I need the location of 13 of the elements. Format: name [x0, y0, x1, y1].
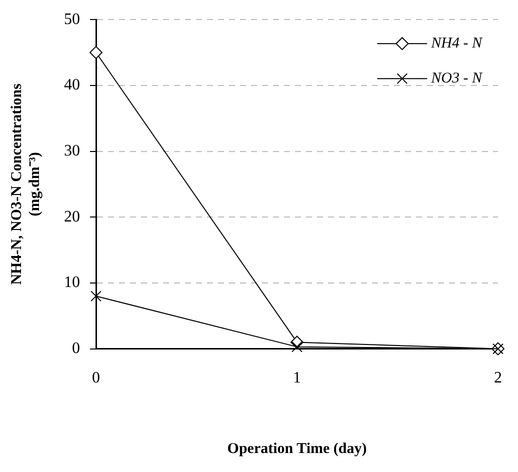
- y-tick-label: 20: [64, 208, 80, 226]
- x-tick-label: 0: [92, 370, 100, 387]
- x-tick-label: 2: [494, 370, 502, 387]
- legend-label: NO3 - N: [430, 70, 483, 87]
- y-tick-label: 10: [64, 274, 80, 292]
- y-axis-title: NH4-N, NO3-N Concentrations (mg.dm⁻³): [8, 83, 43, 285]
- y-tick-label: 50: [64, 10, 80, 28]
- y-tick-label: 0: [72, 340, 80, 358]
- legend-label: NH4 - N: [430, 36, 483, 52]
- y-tick-label: 30: [64, 142, 80, 160]
- x-tick-label: 1: [293, 370, 301, 387]
- y-tick-label: 40: [64, 76, 80, 94]
- x-axis-title: Operation Time (day): [227, 440, 367, 457]
